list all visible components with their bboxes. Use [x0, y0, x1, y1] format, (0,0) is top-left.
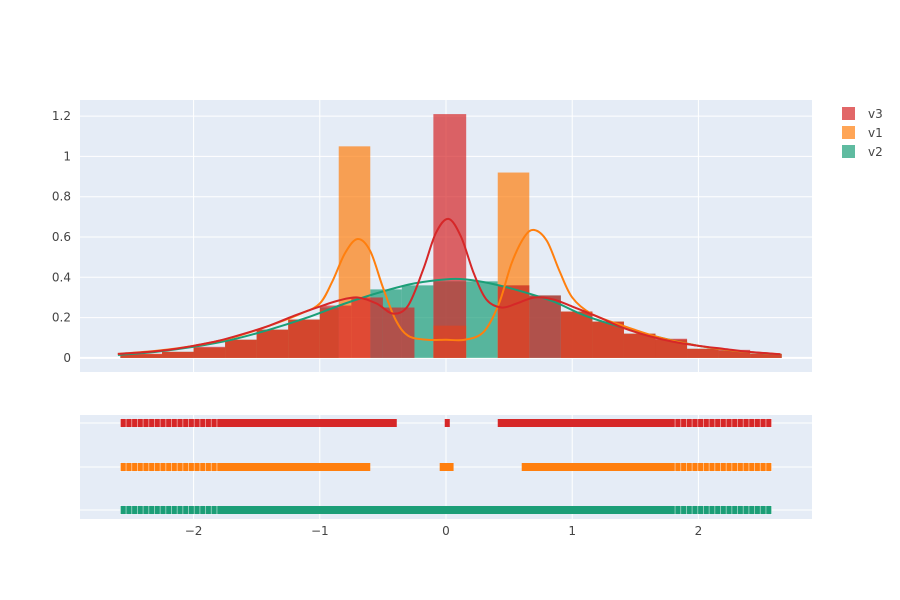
legend[interactable]: v3 v1 v2	[842, 107, 883, 159]
x-tick-label: 1	[568, 524, 576, 538]
y-tick-label: 0.4	[52, 270, 71, 284]
legend-swatch-v2	[842, 145, 855, 158]
bar-v3[interactable]	[497, 285, 530, 358]
y-tick-label: 1.2	[52, 109, 71, 123]
legend-label-v2: v2	[868, 145, 883, 159]
legend-item-v1[interactable]: v1	[842, 126, 883, 140]
legend-item-v3[interactable]: v3	[842, 107, 883, 121]
bar-v3[interactable]	[120, 353, 163, 358]
x-tick-label: 0	[442, 524, 450, 538]
legend-label-v1: v1	[868, 126, 883, 140]
rug-band-v2	[120, 506, 772, 514]
y-tick-label: 0.2	[52, 311, 71, 325]
bar-v3[interactable]	[256, 329, 289, 358]
bar-v3[interactable]	[687, 348, 719, 358]
x-tick-label: −2	[185, 524, 203, 538]
legend-swatch-v3	[842, 107, 855, 120]
rug-band-v1	[521, 463, 772, 471]
x-tick-label: −1	[311, 524, 329, 538]
rug-band-v3	[120, 419, 397, 427]
y-tick-label: 0.8	[52, 190, 71, 204]
legend-item-v2[interactable]: v2	[842, 145, 883, 159]
legend-label-v3: v3	[868, 107, 883, 121]
x-axis-ticks: −2 −1 0 1 2	[185, 524, 702, 538]
rug-band-v1	[120, 463, 371, 471]
histogram-bars	[120, 114, 782, 358]
bar-v3[interactable]	[718, 349, 751, 358]
rug-band-v3	[497, 419, 772, 427]
bar-v3[interactable]	[319, 305, 352, 358]
bar-v3[interactable]	[288, 319, 320, 358]
kde-curve-v3[interactable]	[117, 217, 781, 356]
bar-v3[interactable]	[225, 339, 257, 358]
bar-v3[interactable]	[560, 311, 593, 358]
rug-band-v3	[444, 419, 450, 427]
bar-v3[interactable]	[382, 307, 415, 358]
bar-v3[interactable]	[162, 351, 194, 358]
bar-v3[interactable]	[750, 353, 782, 358]
rug-strips	[119, 418, 773, 515]
bar-v3[interactable]	[623, 333, 656, 358]
legend-swatch-v1	[842, 126, 855, 139]
bar-v3[interactable]	[592, 321, 624, 358]
density-curves	[117, 217, 781, 356]
bar-v3[interactable]	[193, 346, 226, 358]
bar-v3[interactable]	[351, 297, 383, 358]
y-tick-label: 1	[63, 149, 71, 163]
x-tick-label: 2	[695, 524, 703, 538]
bar-v3[interactable]	[529, 295, 561, 358]
y-tick-label: 0.6	[52, 230, 71, 244]
y-axis-ticks: 0 0.2 0.4 0.6 0.8 1 1.2	[52, 109, 71, 365]
y-tick-label: 0	[63, 351, 71, 365]
rug-band-v1	[439, 463, 454, 471]
